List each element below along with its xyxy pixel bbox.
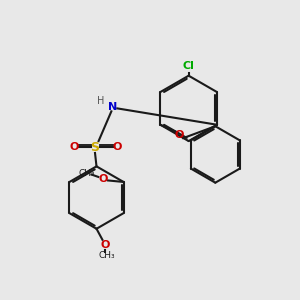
Text: Cl: Cl [183,61,195,71]
Text: O: O [101,240,110,250]
Text: S: S [91,140,100,154]
Text: O: O [98,174,107,184]
Text: H: H [97,96,105,106]
Text: CH₃: CH₃ [99,251,115,260]
Text: O: O [70,142,79,152]
Text: O: O [175,130,184,140]
Text: O: O [112,142,122,152]
Text: N: N [108,102,118,112]
Text: CH₃: CH₃ [78,169,95,178]
